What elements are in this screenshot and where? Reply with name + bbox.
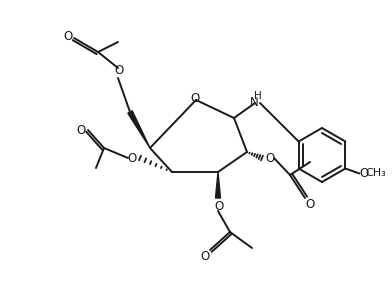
- Text: O: O: [200, 251, 210, 264]
- Text: O: O: [305, 198, 315, 211]
- Polygon shape: [128, 111, 150, 148]
- Text: N: N: [250, 95, 258, 109]
- Polygon shape: [216, 172, 220, 198]
- Text: CH₃: CH₃: [365, 168, 386, 178]
- Text: O: O: [360, 167, 369, 180]
- Text: O: O: [114, 64, 123, 78]
- Text: O: O: [214, 201, 223, 213]
- Text: H: H: [254, 91, 262, 101]
- Text: O: O: [76, 123, 85, 137]
- Text: O: O: [191, 93, 200, 105]
- Text: O: O: [64, 30, 73, 44]
- Text: O: O: [127, 152, 137, 164]
- Text: O: O: [265, 152, 275, 164]
